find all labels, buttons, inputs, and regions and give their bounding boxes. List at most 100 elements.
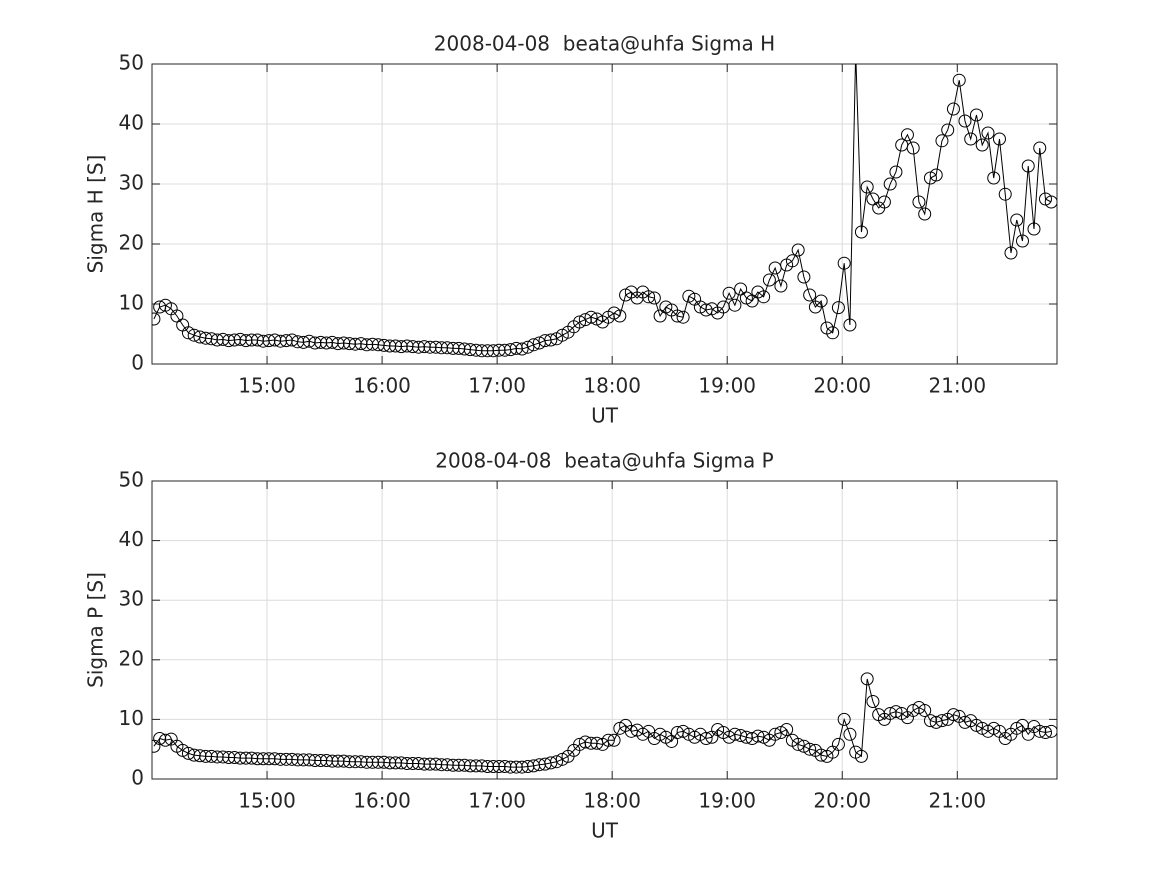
data-point <box>889 705 903 719</box>
x-tick-label: 21:00 <box>928 374 986 398</box>
data-point <box>751 729 765 743</box>
y-tick-label: 10 <box>119 706 144 730</box>
data-point <box>860 180 874 194</box>
data-point <box>1004 246 1018 260</box>
data-point <box>981 126 995 140</box>
data-point <box>1021 159 1035 173</box>
data-point <box>975 138 989 152</box>
data-point <box>854 225 868 239</box>
subplot: 15:00 16:00 17:00 18:00 19:00 20:00 21:00 0 10 20… <box>84 32 1058 428</box>
data-point <box>670 309 684 323</box>
x-tick-label: 17:00 <box>468 374 526 398</box>
y-axis-label: Sigma H [S] <box>84 155 108 274</box>
data-point <box>1033 141 1047 155</box>
x-tick-label: 16:00 <box>353 789 411 813</box>
data-point <box>826 326 840 340</box>
y-tick-label: 20 <box>119 231 144 255</box>
data-point <box>837 256 851 270</box>
y-tick-label: 30 <box>119 171 144 195</box>
data-point <box>918 207 932 221</box>
y-tick-label: 30 <box>119 587 144 611</box>
data-point <box>527 338 541 352</box>
data-point <box>866 695 880 709</box>
data-point <box>912 195 926 209</box>
data-point <box>757 290 771 304</box>
x-tick-label: 17:00 <box>468 789 526 813</box>
data-point <box>837 712 851 726</box>
data-point <box>676 310 690 324</box>
data-point <box>1044 724 1057 738</box>
data-point <box>889 165 903 179</box>
data-point <box>883 177 897 191</box>
data-point <box>831 301 845 315</box>
axes-box <box>151 480 1058 780</box>
data-point <box>544 756 558 770</box>
chart-title: 2008-04-08 beata@uhfa Sigma P <box>435 449 773 473</box>
y-tick-label: 0 <box>131 351 144 375</box>
plot-area <box>152 64 1057 358</box>
y-tick-label: 40 <box>119 111 144 135</box>
data-point <box>843 318 857 332</box>
data-point <box>941 123 955 137</box>
x-tick-label: 16:00 <box>353 374 411 398</box>
data-point <box>877 195 891 209</box>
x-tick-label: 21:00 <box>928 789 986 813</box>
data-point <box>831 737 845 751</box>
data-point <box>803 742 817 756</box>
data-point <box>791 243 805 257</box>
data-point <box>728 298 742 312</box>
data-point <box>900 128 914 142</box>
data-point <box>762 273 776 287</box>
data-point <box>843 727 857 741</box>
data-point <box>1038 726 1052 740</box>
data-point <box>642 290 656 304</box>
y-tick-label: 10 <box>119 291 144 315</box>
data-point <box>1044 195 1057 209</box>
data-point <box>1027 222 1041 236</box>
data-point <box>613 309 627 323</box>
y-axis-label: Sigma P [S] <box>84 572 108 688</box>
data-point <box>544 333 558 347</box>
axes-box <box>151 63 1058 365</box>
x-tick-label: 18:00 <box>583 374 641 398</box>
data-point <box>958 114 972 128</box>
data-point <box>550 755 564 769</box>
data-point <box>774 279 788 293</box>
data-point <box>854 749 868 763</box>
data-point <box>1015 234 1029 248</box>
data-point <box>918 703 932 717</box>
data-point <box>803 288 817 302</box>
data-point <box>181 326 195 340</box>
data-point <box>780 723 794 737</box>
data-point <box>607 733 621 747</box>
x-tick-label: 18:00 <box>583 789 641 813</box>
data-point <box>969 108 983 122</box>
x-tick-label: 19:00 <box>698 789 756 813</box>
x-axis-label: UT <box>591 819 619 843</box>
data-point <box>791 737 805 751</box>
data-point <box>722 286 736 300</box>
y-tick-label: 20 <box>119 646 144 670</box>
y-tick-label: 40 <box>119 527 144 551</box>
data-point <box>785 254 799 268</box>
data-point <box>992 132 1006 146</box>
x-tick-label: 20:00 <box>813 374 871 398</box>
data-point <box>946 102 960 116</box>
x-tick-label: 20:00 <box>813 789 871 813</box>
x-tick-label: 15:00 <box>238 374 296 398</box>
data-point <box>158 733 172 747</box>
data-point <box>601 733 615 747</box>
data-point <box>946 708 960 722</box>
data-point <box>573 315 587 329</box>
data-point <box>515 342 529 356</box>
chart-title: 2008-04-08 beata@uhfa Sigma H <box>434 32 775 56</box>
data-point <box>814 294 828 308</box>
data-point <box>987 171 1001 185</box>
data-point <box>952 73 966 87</box>
data-point <box>929 168 943 182</box>
data-point <box>935 714 949 728</box>
data-point <box>860 672 874 686</box>
data-point <box>797 270 811 284</box>
data-point <box>768 727 782 741</box>
